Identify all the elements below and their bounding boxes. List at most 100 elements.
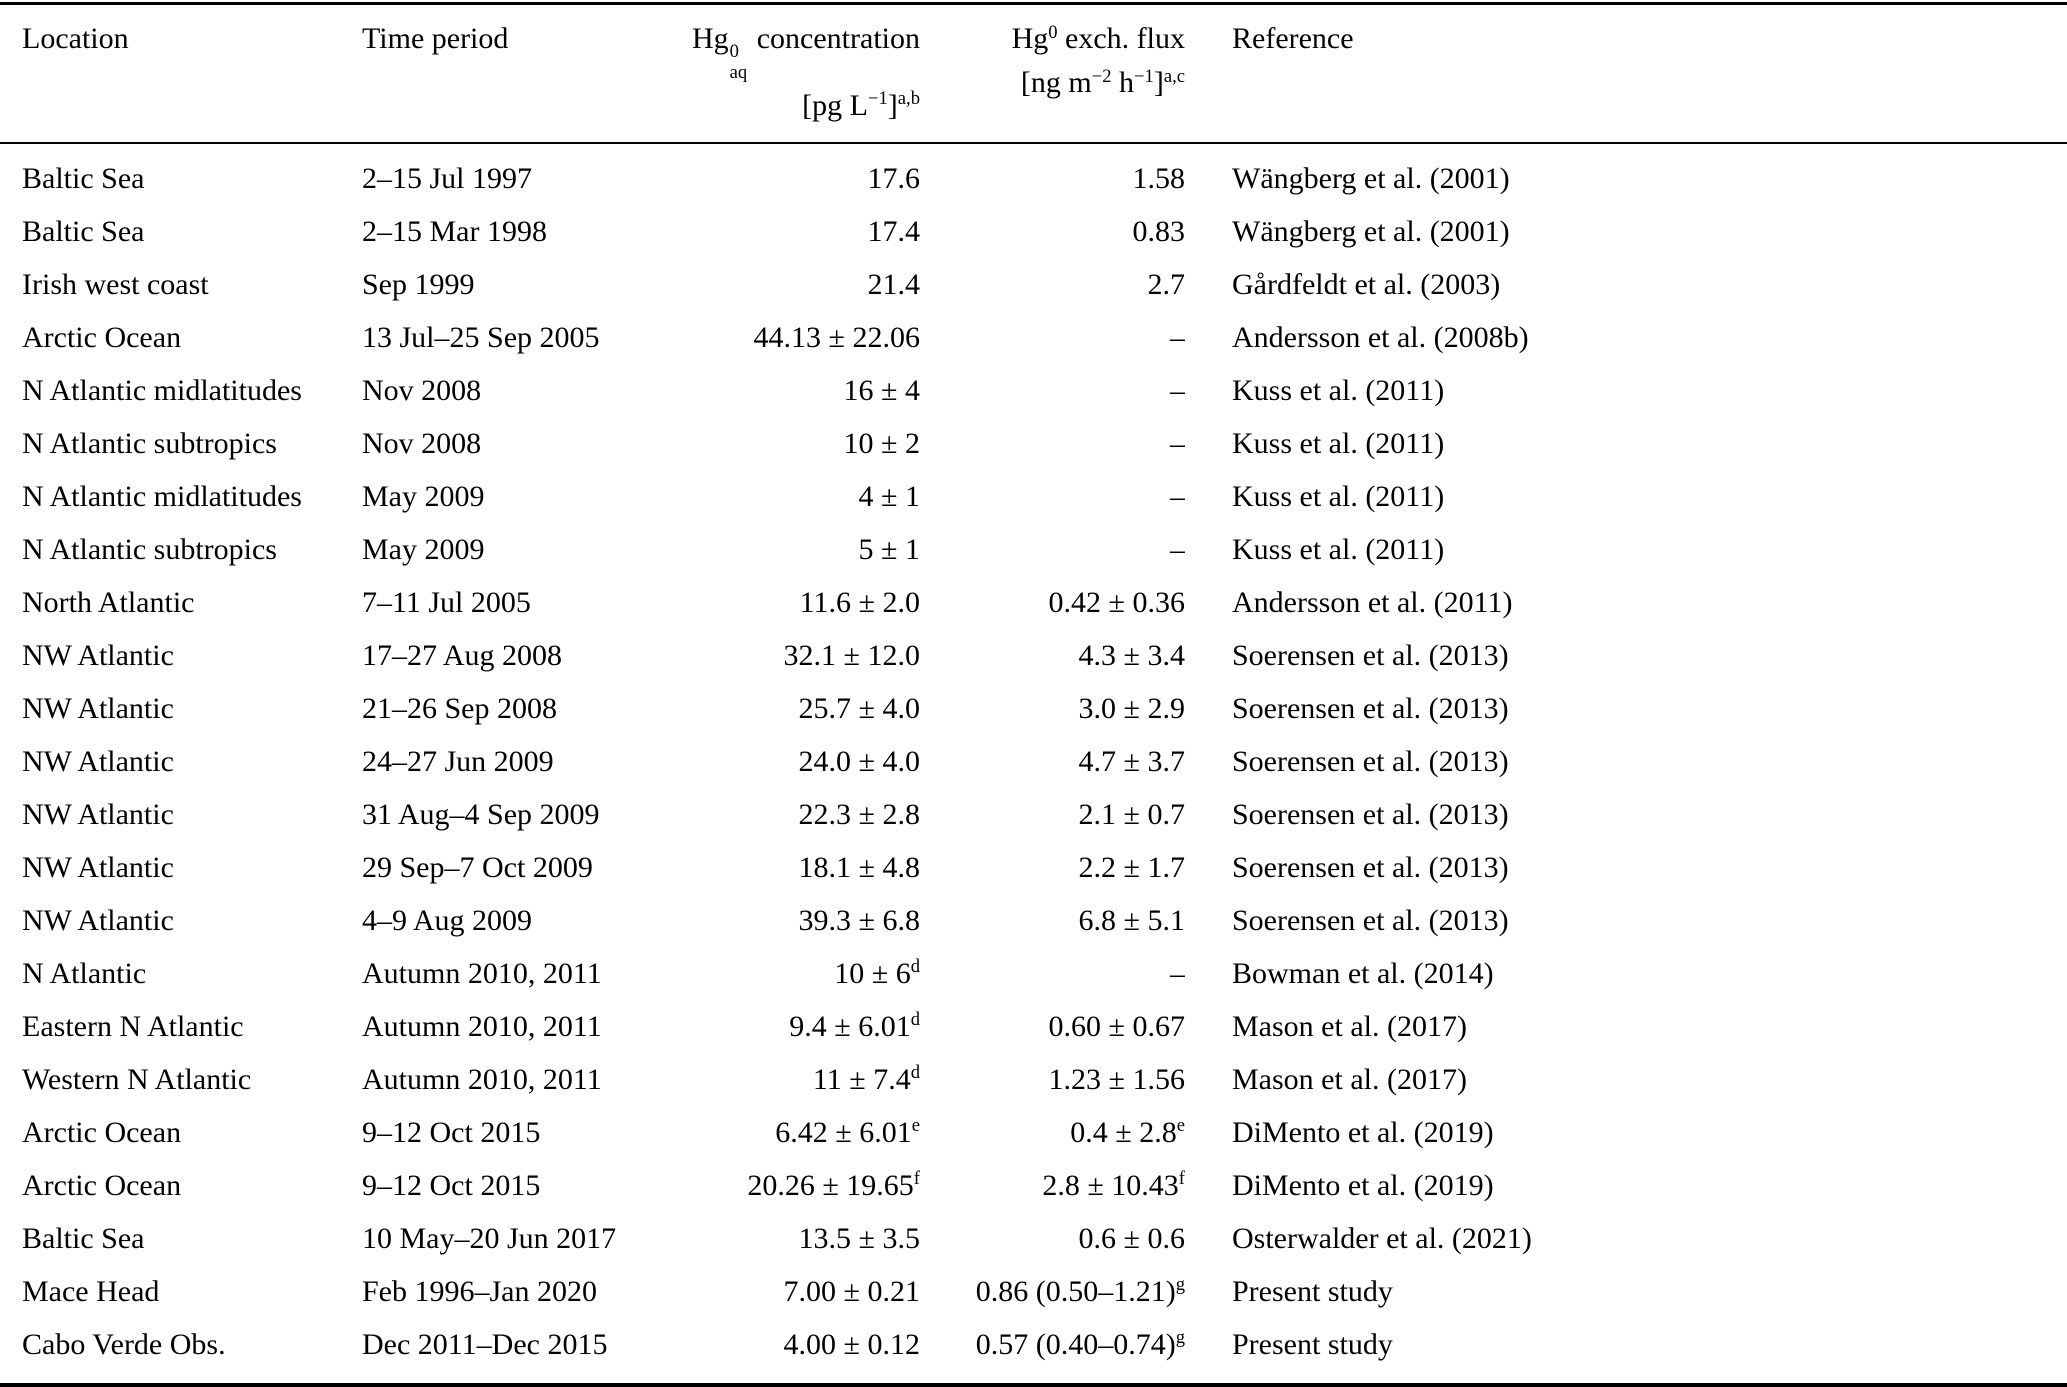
cell-location: Arctic Ocean	[22, 1115, 182, 1149]
cell-hg-exch-flux: –	[1170, 320, 1185, 354]
cell-hg-aq-concentration: 10 ± 6d	[834, 956, 920, 990]
cell-location: Mace Head	[22, 1274, 160, 1308]
cell-time-period: 17–27 Aug 2008	[362, 638, 563, 672]
cell-reference: Kuss et al. (2011)	[1232, 479, 1445, 513]
table-row: NW Atlantic 29 Sep–7 Oct 2009 18.1 ± 4.8 2.…	[0, 841, 2067, 894]
table-row: N Atlantic subtropics Nov 2008 10 ± 2 – Kuss…	[0, 417, 2067, 470]
cell-time-period: Nov 2008	[362, 373, 482, 407]
cell-hg-exch-flux: 0.57 (0.40–0.74)g	[975, 1327, 1185, 1361]
cell-hg-aq-concentration: 39.3 ± 6.8	[798, 903, 920, 937]
cell-reference: Soerensen et al. (2013)	[1232, 850, 1509, 884]
cell-hg-aq-concentration: 24.0 ± 4.0	[798, 744, 920, 778]
cell-hg-aq-concentration: 7.00 ± 0.21	[783, 1274, 920, 1308]
cell-hg-exch-flux: 2.8 ± 10.43f	[1042, 1168, 1185, 1202]
cell-location: Arctic Ocean	[22, 1168, 182, 1202]
cell-reference: Mason et al. (2017)	[1232, 1009, 1467, 1043]
table-body: Baltic Sea 2–15 Jul 1997 17.6 1.58 Wängberg …	[0, 143, 2067, 1385]
cell-hg-exch-flux: –	[1170, 532, 1185, 566]
cell-hg-aq-concentration: 4 ± 1	[858, 479, 920, 513]
cell-hg-exch-flux: 2.1 ± 0.7	[1078, 797, 1185, 831]
cell-hg-aq-concentration: 18.1 ± 4.8	[798, 850, 920, 884]
cell-reference: Kuss et al. (2011)	[1232, 373, 1445, 407]
table-row: N Atlantic Autumn 2010, 2011 10 ± 6d – Bowma…	[0, 947, 2067, 1000]
col-header-hg-exch-flux: Hg0 exch. flux [ng m−2 h−1]a,c	[920, 3, 1185, 144]
cell-location: N Atlantic subtropics	[22, 532, 277, 566]
cell-reference: Soerensen et al. (2013)	[1232, 797, 1509, 831]
table-row: NW Atlantic 31 Aug–4 Sep 2009 22.3 ± 2.8 2.…	[0, 788, 2067, 841]
cell-hg-exch-flux: 1.23 ± 1.56	[1048, 1062, 1185, 1096]
cell-hg-aq-concentration: 21.4	[867, 267, 921, 301]
table-row: NW Atlantic 21–26 Sep 2008 25.7 ± 4.0 3.0 ±…	[0, 682, 2067, 735]
cell-reference: Soerensen et al. (2013)	[1232, 903, 1509, 937]
cell-hg-aq-concentration: 44.13 ± 22.06	[753, 320, 920, 354]
cell-reference: Mason et al. (2017)	[1232, 1062, 1467, 1096]
col-header-reference-label: Reference	[1232, 22, 1354, 55]
cell-hg-aq-concentration: 22.3 ± 2.8	[798, 797, 920, 831]
cell-time-period: Dec 2011–Dec 2015	[362, 1327, 608, 1361]
cell-reference: Soerensen et al. (2013)	[1232, 691, 1509, 725]
cell-time-period: 29 Sep–7 Oct 2009	[362, 850, 593, 884]
cell-hg-exch-flux: –	[1170, 426, 1185, 460]
cell-hg-aq-concentration: 13.5 ± 3.5	[798, 1221, 920, 1255]
cell-hg-aq-concentration: 11.6 ± 2.0	[799, 585, 920, 619]
cell-reference: DiMento et al. (2019)	[1232, 1115, 1494, 1149]
cell-time-period: 24–27 Jun 2009	[362, 744, 554, 778]
cell-hg-aq-concentration: 5 ± 1	[858, 532, 920, 566]
cell-hg-exch-flux: –	[1170, 956, 1185, 990]
col-header-location-label: Location	[22, 22, 129, 55]
cell-reference: Kuss et al. (2011)	[1232, 426, 1445, 460]
cell-location: N Atlantic midlatitudes	[22, 479, 302, 513]
cell-location: Baltic Sea	[22, 214, 145, 248]
cell-reference: Wängberg et al. (2001)	[1232, 214, 1510, 248]
cell-location: NW Atlantic	[22, 903, 174, 937]
cell-reference: Soerensen et al. (2013)	[1232, 744, 1509, 778]
cell-location: NW Atlantic	[22, 691, 174, 725]
cell-location: N Atlantic midlatitudes	[22, 373, 302, 407]
col-header-hg-aq-concentration: Hg 0 aq concentration [pg L−1]a,b	[642, 3, 920, 144]
cell-hg-exch-flux: –	[1170, 479, 1185, 513]
cell-time-period: Sep 1999	[362, 267, 475, 301]
cell-time-period: Nov 2008	[362, 426, 482, 460]
cell-reference: Gårdfeldt et al. (2003)	[1232, 267, 1501, 301]
cell-hg-aq-concentration: 11 ± 7.4d	[812, 1062, 920, 1096]
cell-location: NW Atlantic	[22, 638, 174, 672]
cell-hg-exch-flux: 3.0 ± 2.9	[1078, 691, 1185, 725]
table-header: Location Time period Hg 0 aq concentration…	[0, 3, 2067, 144]
cell-hg-exch-flux: –	[1170, 373, 1185, 407]
cell-hg-aq-concentration: 4.00 ± 0.12	[783, 1327, 920, 1361]
cell-time-period: 31 Aug–4 Sep 2009	[362, 797, 600, 831]
cell-reference: Bowman et al. (2014)	[1232, 956, 1494, 990]
cell-time-period: 4–9 Aug 2009	[362, 903, 533, 937]
cell-time-period: 21–26 Sep 2008	[362, 691, 557, 725]
cell-reference: Present study	[1232, 1327, 1393, 1361]
cell-location: North Atlantic	[22, 585, 195, 619]
table-row: Irish west coast Sep 1999 21.4 2.7 Gårdfeldt…	[0, 258, 2067, 311]
cell-hg-aq-concentration: 25.7 ± 4.0	[798, 691, 920, 725]
hg-aq-concentration-title: Hg 0 aq concentration	[692, 22, 920, 83]
cell-location: Cabo Verde Obs.	[22, 1327, 226, 1361]
cell-location: NW Atlantic	[22, 744, 174, 778]
table-row: N Atlantic subtropics May 2009 5 ± 1 – Kuss …	[0, 523, 2067, 576]
cell-hg-exch-flux: 2.7	[1147, 267, 1186, 301]
col-header-reference: Reference	[1185, 3, 2067, 144]
table-row: NW Atlantic 24–27 Jun 2009 24.0 ± 4.0 4.7 ±…	[0, 735, 2067, 788]
table-row: Baltic Sea 2–15 Jul 1997 17.6 1.58 Wängberg …	[0, 143, 2067, 205]
cell-hg-exch-flux: 0.4 ± 2.8e	[1070, 1115, 1185, 1149]
cell-location: Eastern N Atlantic	[22, 1009, 244, 1043]
cell-location: N Atlantic	[22, 956, 147, 990]
cell-location: NW Atlantic	[22, 850, 174, 884]
table-row: Cabo Verde Obs. Dec 2011–Dec 2015 4.00 ± 0…	[0, 1318, 2067, 1385]
cell-hg-aq-concentration: 17.6	[867, 161, 921, 195]
cell-hg-aq-concentration: 20.26 ± 19.65f	[747, 1168, 920, 1202]
cell-hg-aq-concentration: 16 ± 4	[843, 373, 920, 407]
cell-time-period: 10 May–20 Jun 2017	[362, 1221, 617, 1255]
cell-hg-aq-concentration: 9.4 ± 6.01d	[789, 1009, 920, 1043]
table-row: North Atlantic 7–11 Jul 2005 11.6 ± 2.0 0.4…	[0, 576, 2067, 629]
hg-exch-flux-unit: [ng m−2 h−1]a,c	[1020, 65, 1185, 99]
cell-hg-aq-concentration: 32.1 ± 12.0	[783, 638, 920, 672]
table-row: N Atlantic midlatitudes Nov 2008 16 ± 4 – Ku…	[0, 364, 2067, 417]
cell-reference: Wängberg et al. (2001)	[1232, 161, 1510, 195]
cell-reference: DiMento et al. (2019)	[1232, 1168, 1494, 1202]
hg-exch-flux-title: Hg0 exch. flux	[1011, 21, 1185, 55]
